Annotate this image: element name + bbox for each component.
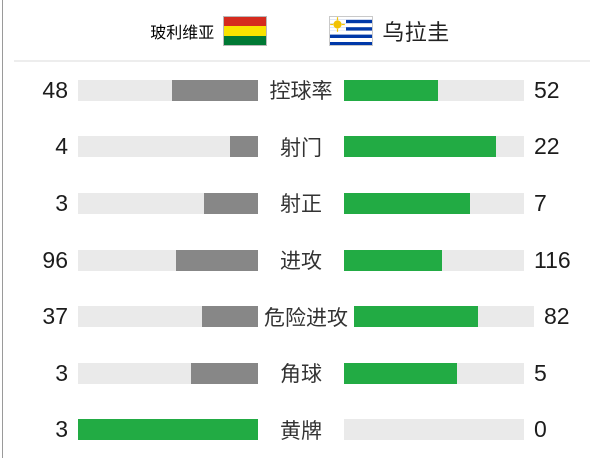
left-edge-line <box>2 0 3 458</box>
stat-row: 4 射门 22 <box>0 119 600 176</box>
stat-row: 37 危险进攻 82 <box>0 288 600 345</box>
stat-row: 3 黄牌 0 <box>0 401 600 458</box>
away-bar-fill <box>354 306 479 328</box>
home-value: 37 <box>42 303 68 330</box>
home-bar <box>78 362 258 384</box>
home-value: 4 <box>55 133 68 160</box>
away-bar-fill <box>344 79 438 101</box>
away-value: 5 <box>534 359 547 386</box>
away-bar-fill <box>344 136 497 158</box>
away-value: 52 <box>534 76 560 103</box>
away-value: 22 <box>534 133 560 160</box>
home-team: 玻利维亚 <box>150 16 268 46</box>
away-bar-fill <box>344 192 470 214</box>
stat-label: 危险进攻 <box>264 306 348 330</box>
home-team-name: 玻利维亚 <box>150 25 215 42</box>
stat-label: 射门 <box>280 136 322 160</box>
teams-header: 玻利维亚 <box>0 0 600 62</box>
away-value: 116 <box>534 246 571 273</box>
away-value: 7 <box>534 189 547 216</box>
home-bar <box>78 419 258 441</box>
away-team: 乌拉圭 <box>329 15 450 47</box>
home-bar <box>78 306 258 328</box>
header-divider <box>14 60 590 62</box>
stat-label: 进攻 <box>280 250 322 274</box>
home-bar-fill <box>190 362 258 384</box>
home-bar-fill <box>204 192 258 214</box>
home-bar-fill <box>171 79 258 101</box>
home-bar-fill <box>78 419 258 441</box>
away-bar <box>344 249 524 271</box>
away-bar-fill <box>344 249 443 271</box>
home-bar <box>78 136 258 158</box>
home-value: 48 <box>42 76 68 103</box>
stat-label: 黄牌 <box>280 419 322 443</box>
bolivia-flag-icon <box>223 16 268 46</box>
uruguay-flag-icon <box>329 16 374 46</box>
home-value: 3 <box>55 416 68 443</box>
stat-label: 射正 <box>280 193 322 217</box>
home-bar-fill <box>202 306 258 328</box>
away-bar <box>354 306 534 328</box>
away-team-name: 乌拉圭 <box>382 20 450 45</box>
away-bar <box>344 79 524 101</box>
away-bar <box>344 136 524 158</box>
away-bar <box>344 362 524 384</box>
stat-row: 96 进攻 116 <box>0 232 600 289</box>
away-value: 82 <box>544 303 570 330</box>
home-value: 3 <box>55 359 68 386</box>
stat-rows: 48 控球率 52 4 射门 22 3 射正 7 96 进攻 116 37 危险进攻 82 3 角球 5 3 黄牌 0 <box>0 62 600 458</box>
home-bar <box>78 79 258 101</box>
home-bar-fill <box>230 136 258 158</box>
stat-row: 48 控球率 52 <box>0 62 600 119</box>
away-bar <box>344 192 524 214</box>
home-value: 96 <box>42 246 68 273</box>
stat-row: 3 射正 7 <box>0 175 600 232</box>
stat-row: 3 角球 5 <box>0 345 600 402</box>
away-value: 0 <box>534 416 547 443</box>
stat-label: 角球 <box>280 363 322 387</box>
stat-label: 控球率 <box>269 80 333 104</box>
home-bar <box>78 192 258 214</box>
away-bar <box>344 419 524 441</box>
home-bar <box>78 249 258 271</box>
home-value: 3 <box>55 189 68 216</box>
away-bar-fill <box>344 362 457 384</box>
home-bar-fill <box>176 249 258 271</box>
